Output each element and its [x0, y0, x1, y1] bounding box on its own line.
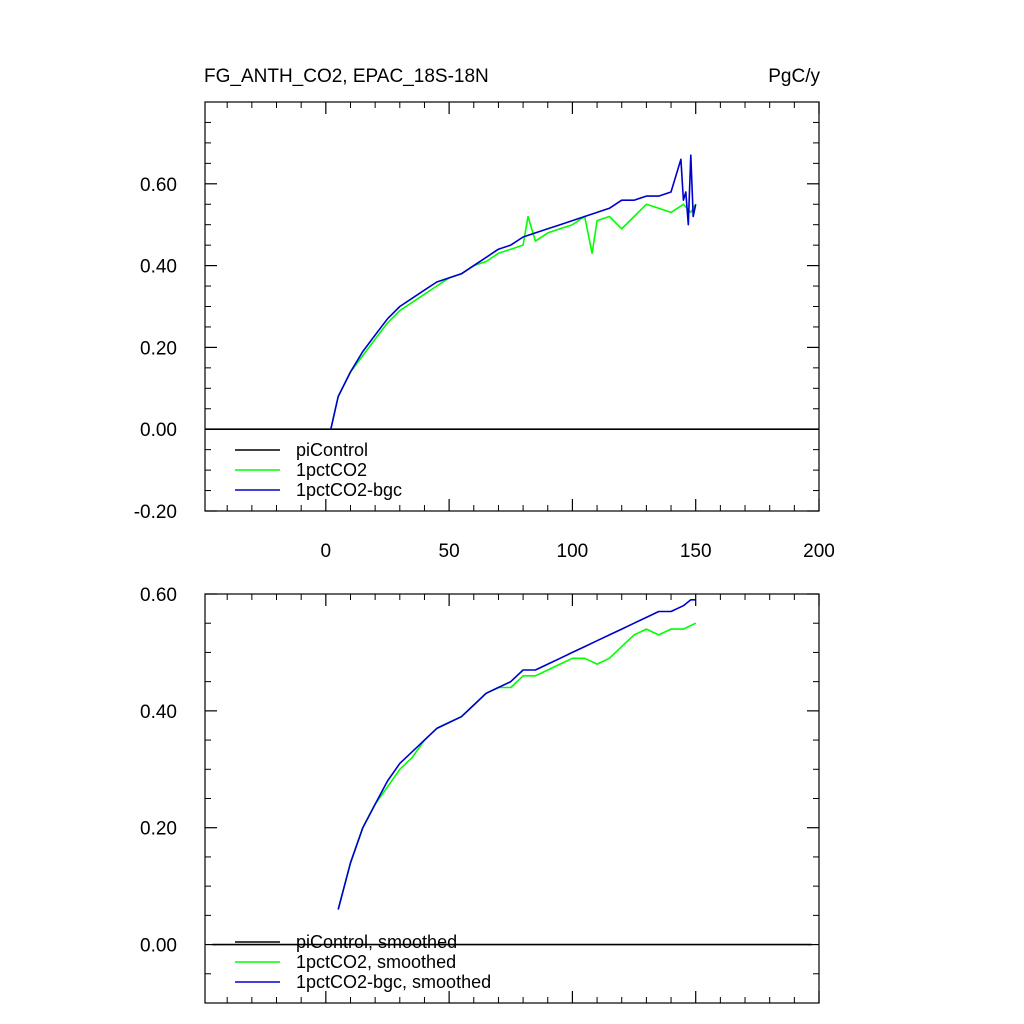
legend-label: 1pctCO2, smoothed	[296, 952, 456, 972]
y-tick-label: 0.60	[140, 585, 177, 606]
top-panel-raw: 0 50 100 150 200 -0.20 0.00 0.20 0.40 0.60 piCont…	[134, 101, 835, 562]
x-tick-label: 200	[803, 541, 835, 562]
legend-label: 1pctCO2-bgc, smoothed	[296, 972, 491, 992]
series-line-1pctco2	[330, 203, 697, 430]
legend-label: piControl	[296, 440, 368, 460]
x-tick-label: 0	[321, 541, 332, 562]
legend-label: 1pctCO2	[296, 460, 367, 480]
x-tick-label: 150	[680, 541, 712, 562]
top-series-lines	[205, 154, 819, 431]
y-tick-label: 0.60	[140, 175, 177, 196]
y-tick-label: -0.20	[134, 502, 177, 523]
x-tick-label: 100	[557, 541, 589, 562]
y-tick-label: 0.20	[140, 819, 177, 840]
bottom-axis-ticks: 0.00 0.20 0.40 0.60	[140, 585, 820, 1004]
chart-title: FG_ANTH_CO2, EPAC_18S-18N	[204, 66, 489, 87]
y-tick-label: 0.20	[140, 338, 177, 359]
y-tick-label: 0.00	[140, 420, 177, 441]
top-axis-ticks: 0 50 100 150 200 -0.20 0.00 0.20 0.40 0.60	[134, 102, 835, 562]
y-tick-label: 0.40	[140, 257, 177, 278]
y-tick-label: 0.40	[140, 702, 177, 723]
legend-label: 1pctCO2-bgc	[296, 480, 402, 500]
legend-label: piControl, smoothed	[296, 932, 457, 952]
units-label: PgC/y	[768, 66, 820, 87]
x-tick-label: 50	[439, 541, 460, 562]
series-line-1pctco2-bgc	[330, 154, 697, 430]
series-line-1pctco2-smoothed	[337, 622, 697, 910]
series-line-1pctco2-bgc-smoothed	[337, 598, 696, 910]
y-tick-label: 0.00	[140, 936, 177, 957]
bottom-series-lines	[212, 598, 812, 946]
bottom-panel-smoothed: 0.000.200.400.60 piControl, smoothed1pct…	[140, 585, 820, 1004]
